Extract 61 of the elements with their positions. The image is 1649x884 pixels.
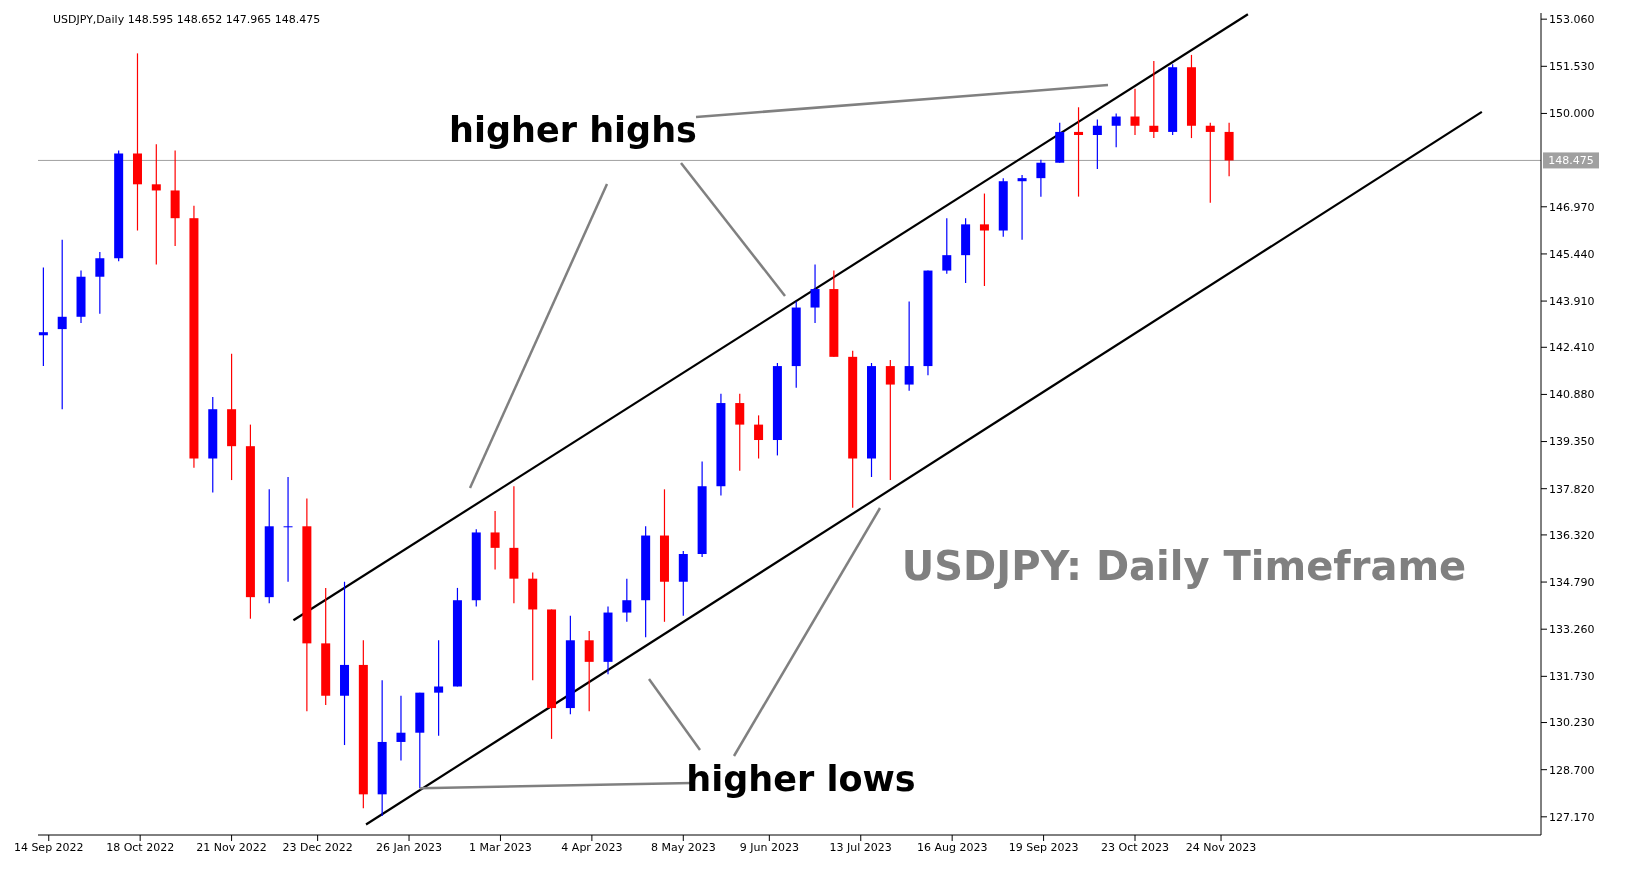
- y-tick-label: 153.060: [1549, 13, 1595, 27]
- x-tick-label: 1 Mar 2023: [469, 840, 532, 854]
- y-tick-label: 130.230: [1549, 716, 1595, 730]
- y-tick-label: 140.880: [1549, 388, 1595, 402]
- candlestick: [810, 263, 820, 324]
- candlestick: [434, 639, 444, 737]
- x-tick-label: 13 Jul 2023: [829, 840, 892, 854]
- candlestick: [942, 217, 952, 275]
- x-tick-label: 8 May 2023: [650, 840, 716, 854]
- y-tick-label: 139.350: [1549, 435, 1595, 449]
- candlestick: [1130, 88, 1140, 136]
- ref-line-label: 148.475: [1548, 154, 1594, 168]
- y-tick-label: 146.970: [1549, 200, 1595, 214]
- candlestick: [490, 510, 500, 571]
- x-tick-label: 23 Dec 2022: [282, 840, 353, 854]
- candlestick: [57, 239, 67, 410]
- candlestick: [1092, 119, 1102, 170]
- candlestick: [979, 192, 989, 287]
- candlestick: [283, 476, 293, 583]
- y-tick-label: 127.170: [1549, 810, 1595, 824]
- y-tick-label: 136.320: [1549, 528, 1595, 542]
- x-tick-label: 21 Nov 2022: [196, 840, 267, 854]
- y-tick-label: 128.700: [1549, 763, 1595, 777]
- y-tick-label: 150.000: [1549, 107, 1595, 121]
- candlestick: [396, 695, 406, 762]
- candlestick: [95, 251, 105, 315]
- x-tick-label: 18 Oct 2022: [106, 840, 175, 854]
- annotation: higher highs: [449, 110, 697, 150]
- y-tick-label: 131.730: [1549, 670, 1595, 684]
- candlestick: [584, 630, 594, 712]
- candlestick: [1074, 106, 1084, 198]
- candlestick: [904, 300, 914, 392]
- y-tick-label: 142.410: [1549, 341, 1595, 355]
- candlestick: [885, 359, 895, 481]
- x-tick-label: 19 Sep 2023: [1008, 840, 1079, 854]
- y-tick-label: 145.440: [1549, 247, 1595, 261]
- x-tick-label: 9 Jun 2023: [739, 840, 799, 854]
- y-tick-label: 143.910: [1549, 294, 1595, 308]
- x-tick-label: 14 Sep 2022: [13, 840, 84, 854]
- y-tick-label: 137.820: [1549, 482, 1595, 496]
- x-tick-label: 23 Oct 2023: [1100, 840, 1170, 854]
- y-tick-label: 151.530: [1549, 60, 1595, 74]
- candlestick: [754, 414, 764, 460]
- candlestick: [1111, 112, 1121, 148]
- candlestick: [151, 143, 161, 266]
- y-tick-label: 133.260: [1549, 623, 1595, 637]
- candlestick: [1036, 159, 1046, 198]
- x-tick-label: 26 Jan 2023: [376, 840, 443, 854]
- x-tick-label: 24 Nov 2023: [1185, 840, 1257, 854]
- candlestick: [622, 578, 632, 623]
- candlestick: [1017, 174, 1027, 241]
- y-tick-label: 134.790: [1549, 575, 1595, 589]
- chart-title: USDJPY,Daily 148.595 148.652 147.965 148.475: [53, 13, 321, 26]
- x-tick-label: 4 Apr 2023: [561, 840, 623, 854]
- x-tick-label: 16 Aug 2023: [916, 840, 988, 854]
- annotation: USDJPY: Daily Timeframe: [901, 543, 1467, 589]
- candlestick: [735, 393, 745, 472]
- candlestick: [38, 266, 48, 367]
- annotation: higher lows: [686, 759, 916, 799]
- candlestick: [1149, 60, 1159, 139]
- candlestick: [1205, 122, 1215, 204]
